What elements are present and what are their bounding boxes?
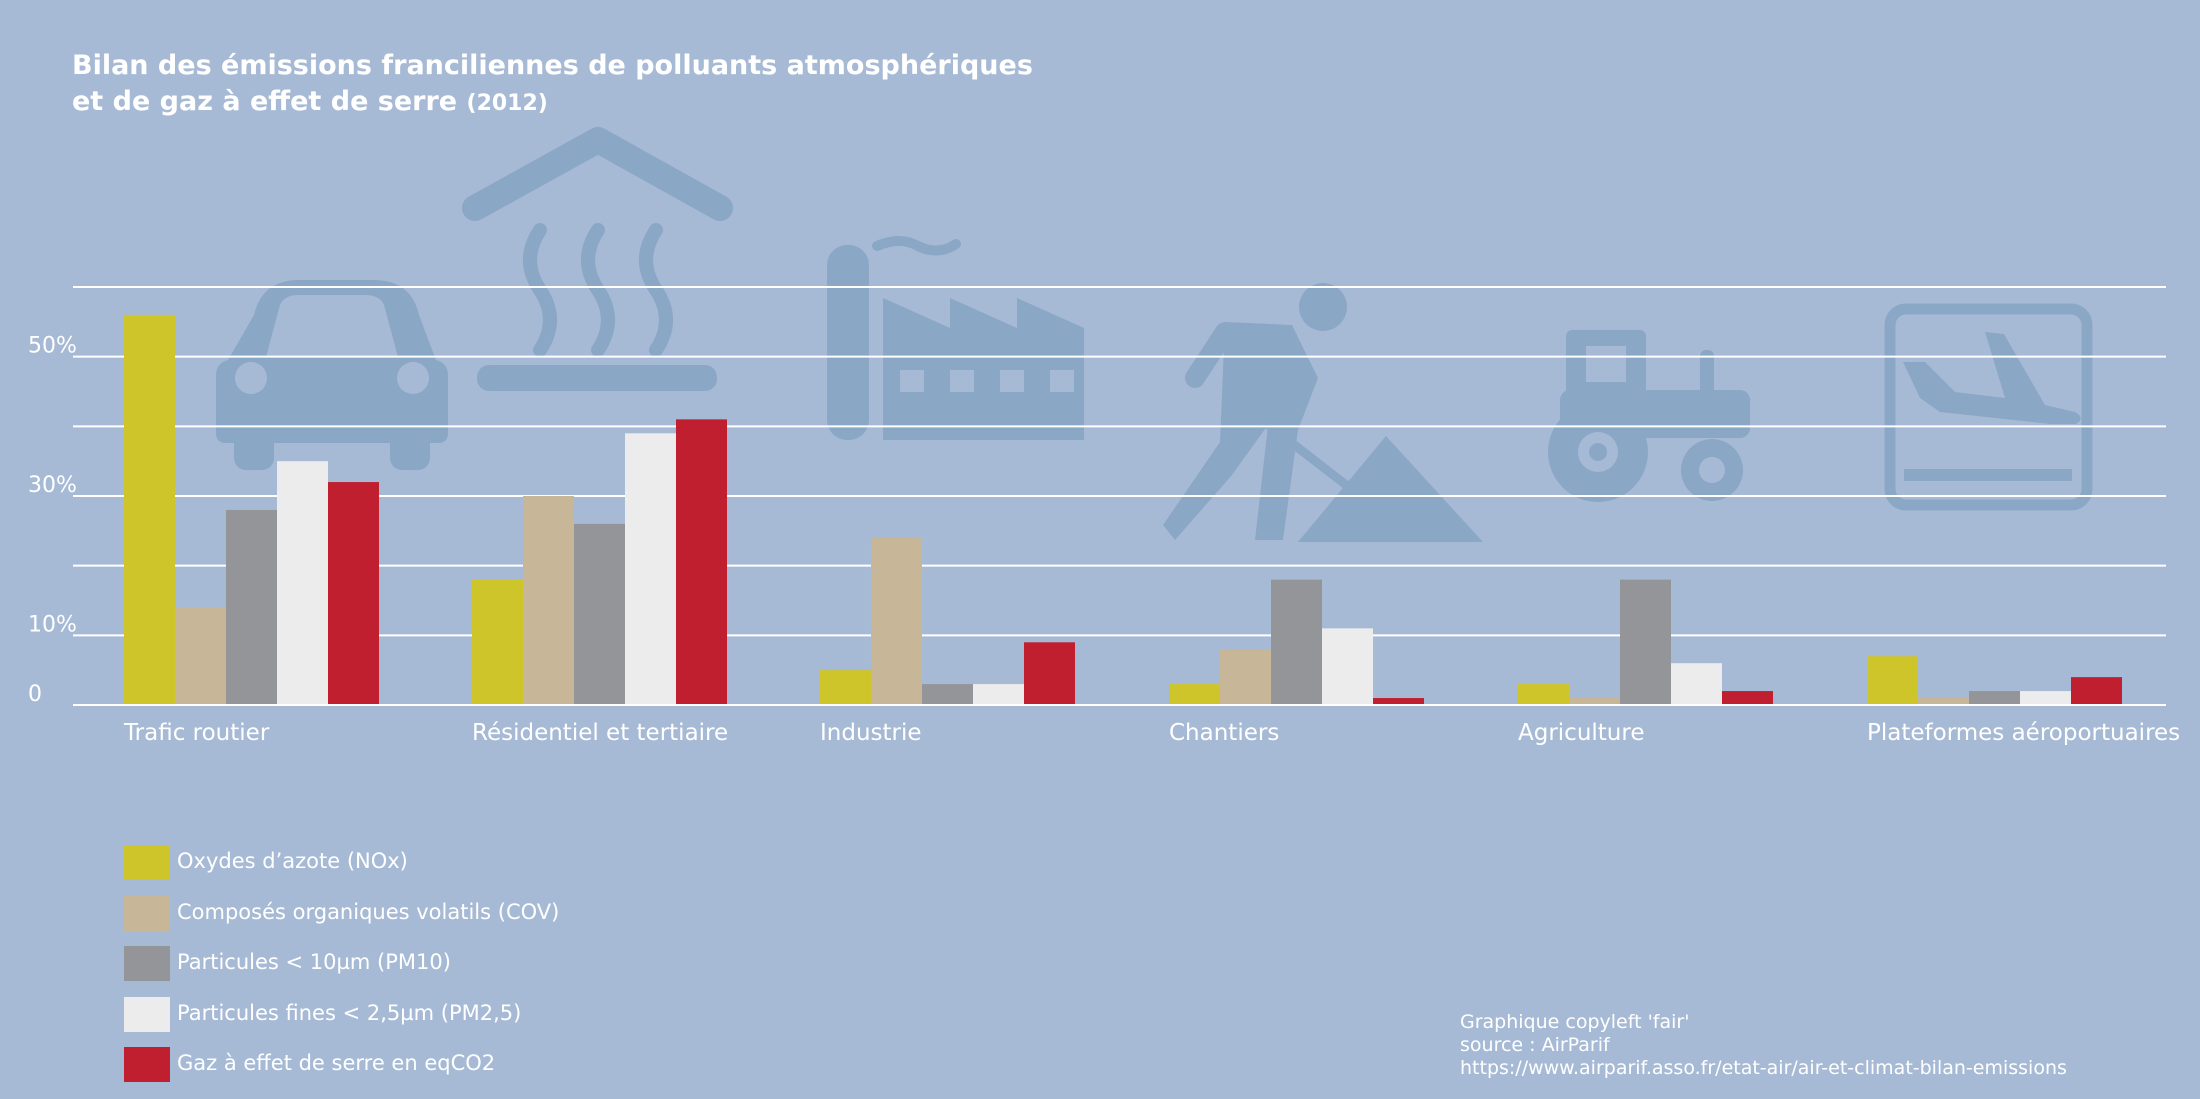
bar (625, 433, 676, 705)
legend-swatch (124, 845, 170, 880)
bar (175, 607, 226, 705)
bar (1373, 698, 1424, 705)
credits: Graphique copyleft 'fair' source : AirPa… (1460, 1011, 2067, 1080)
bar-group (1169, 579, 1424, 705)
y-tick-label: 10% (28, 612, 77, 637)
bar (1620, 579, 1671, 705)
bar (1867, 656, 1918, 705)
car-icon (216, 280, 448, 470)
legend-label: Particules < 10µm (PM10) (177, 950, 451, 974)
x-category-label: Plateformes aéroportuaires (1867, 720, 2180, 746)
bar (676, 419, 727, 705)
chart-title: Bilan des émissions franciliennes de pol… (72, 48, 1033, 122)
background-icons (216, 127, 2093, 542)
bar (1024, 642, 1075, 705)
bar (2020, 691, 2071, 705)
legend-swatch (124, 1047, 170, 1082)
legend-label: Composés organiques volatils (COV) (177, 899, 560, 924)
axes: 50% 30% 10% 0 Trafic routier Résidentiel et t… (28, 334, 2180, 746)
x-category-label: Résidentiel et tertiaire (472, 720, 728, 746)
credits-copyleft: Graphique copyleft 'fair' (1460, 1011, 1690, 1033)
legend-item: Gaz à effet de serre en eqCO2 (124, 1047, 824, 1083)
bar-group (472, 419, 727, 705)
bar (1569, 698, 1620, 705)
bar-group (1867, 656, 2122, 705)
heated-building-icon (462, 127, 733, 391)
x-category-label: Chantiers (1169, 720, 1279, 746)
legend-item: Composés organiques volatils (COV) (124, 895, 824, 932)
bar (328, 482, 379, 705)
x-category-label: Trafic routier (123, 720, 270, 746)
bars (124, 314, 2122, 705)
x-category-label: Industrie (820, 720, 922, 746)
grid-lines (73, 286, 2166, 637)
legend-item: Particules < 10µm (PM10) (124, 946, 824, 982)
bar (1722, 691, 1773, 705)
legend-item: Particules fines < 2,5µm (PM2,5) (124, 996, 824, 1033)
bar (820, 670, 871, 705)
bar (1322, 628, 1373, 705)
construction-worker-icon (1163, 283, 1483, 542)
bar (1671, 663, 1722, 705)
bar (1169, 684, 1220, 705)
bar (226, 509, 277, 705)
credits-url: https://www.airparif.asso.fr/etat-air/ai… (1460, 1057, 2067, 1079)
bar (523, 496, 574, 705)
bar (922, 684, 973, 705)
bar-group (820, 537, 1075, 705)
chart-title-year: (2012) (466, 91, 548, 116)
chart-title-line2: et de gaz à effet de serre (72, 86, 458, 117)
bar (1220, 649, 1271, 705)
legend-label: Particules fines < 2,5µm (PM2,5) (177, 1000, 522, 1025)
bar-group (124, 314, 379, 705)
bar (574, 523, 625, 705)
chart-title-line1: Bilan des émissions franciliennes de pol… (72, 50, 1033, 81)
legend-label: Oxydes d’azote (NOx) (177, 849, 408, 873)
legend-label: Gaz à effet de serre en eqCO2 (177, 1051, 496, 1075)
legend-item: Oxydes d’azote (NOx) (124, 845, 824, 881)
bar (1969, 691, 2020, 705)
airport-landing-icon (1884, 303, 2093, 511)
bar (1518, 684, 1569, 705)
y-tick-label: 50% (28, 334, 77, 359)
bar (472, 579, 523, 705)
legend-swatch (124, 895, 170, 931)
factory-icon (827, 236, 1084, 440)
x-category-label: Agriculture (1518, 720, 1645, 746)
y-tick-label: 0 (28, 682, 42, 707)
bar-group (1518, 579, 1773, 705)
bar (1271, 579, 1322, 705)
bar (2071, 677, 2122, 705)
legend-swatch (124, 946, 170, 981)
bar (124, 314, 175, 705)
bar (1918, 698, 1969, 705)
y-tick-label: 30% (28, 473, 77, 498)
credits-source: source : AirParif (1460, 1034, 1610, 1056)
bar (277, 461, 328, 705)
legend-swatch (124, 996, 170, 1032)
bar (871, 537, 922, 705)
bar (973, 684, 1024, 705)
